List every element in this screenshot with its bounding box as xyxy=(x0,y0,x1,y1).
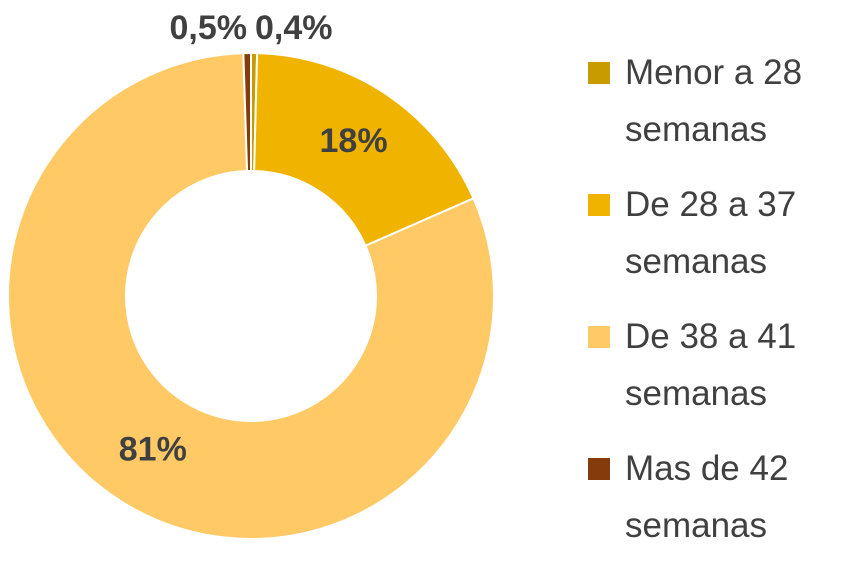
donut-slice xyxy=(253,52,475,248)
legend-label: De 38 a 41 semanas xyxy=(625,317,797,413)
data-label: 81% xyxy=(119,431,187,469)
legend-swatch xyxy=(588,62,610,84)
legend-label: De 28 a 37 semanas xyxy=(625,185,797,281)
donut-slice xyxy=(242,51,252,173)
data-label: 0,4% xyxy=(255,9,333,47)
legend-label: Mas de 42 semanas xyxy=(625,449,789,545)
donut-slice xyxy=(7,52,495,540)
legend-swatch xyxy=(588,194,610,216)
legend-item: Mas de 42 semanas xyxy=(585,440,860,554)
data-label: 18% xyxy=(320,122,388,160)
data-label: 0,5% xyxy=(170,9,248,47)
legend-item: Menor a 28 semanas xyxy=(585,44,860,158)
legend: Menor a 28 semanas De 28 a 37 semanas De 3… xyxy=(585,44,860,572)
legend-swatch xyxy=(588,326,610,348)
legend-item: De 28 a 37 semanas xyxy=(585,176,860,290)
legend-item: De 38 a 41 semanas xyxy=(585,308,860,422)
legend-label: Menor a 28 semanas xyxy=(625,53,803,149)
page: {"chart_data": {"type": "donut", "catego… xyxy=(7,8,803,545)
legend-swatch xyxy=(588,458,610,480)
chart: 0,4% 18% 81% 0,5% xyxy=(7,9,495,540)
